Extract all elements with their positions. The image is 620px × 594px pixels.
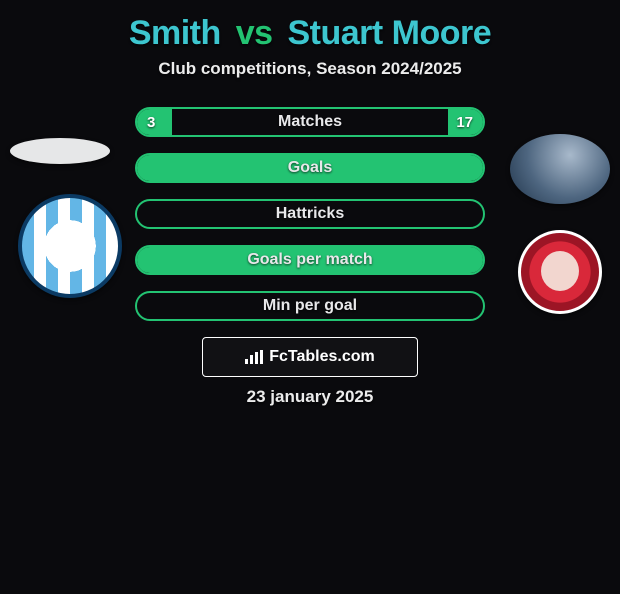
- stat-label: Goals per match: [137, 247, 483, 273]
- player2-club-crest: [518, 230, 602, 314]
- title-vs: vs: [236, 14, 273, 52]
- stat-row: Hattricks: [135, 199, 485, 229]
- stat-label: Hattricks: [137, 201, 483, 227]
- watermark-badge: FcTables.com: [202, 337, 418, 377]
- stat-label: Matches: [137, 109, 483, 135]
- stat-rows: 3 Matches 17 Goals Hattricks Goals per m…: [135, 107, 485, 321]
- stat-row: Goals per match: [135, 245, 485, 275]
- subtitle: Club competitions, Season 2024/2025: [0, 59, 620, 79]
- player1-club-crest: [18, 194, 122, 298]
- watermark-text: FcTables.com: [269, 348, 375, 366]
- stat-row: Goals: [135, 153, 485, 183]
- stat-label: Min per goal: [137, 293, 483, 319]
- stat-label: Goals: [137, 155, 483, 181]
- player1-photo: [10, 138, 110, 164]
- title-player2: Stuart Moore: [288, 14, 492, 52]
- snapshot-date: 23 january 2025: [0, 387, 620, 407]
- player2-photo: [510, 134, 610, 204]
- stat-value-right: 17: [446, 109, 483, 135]
- bar-chart-icon: [245, 350, 263, 364]
- title-player1: Smith: [129, 14, 221, 52]
- stat-row: 3 Matches 17: [135, 107, 485, 137]
- stat-row: Min per goal: [135, 291, 485, 321]
- comparison-title: Smith vs Stuart Moore: [0, 14, 620, 53]
